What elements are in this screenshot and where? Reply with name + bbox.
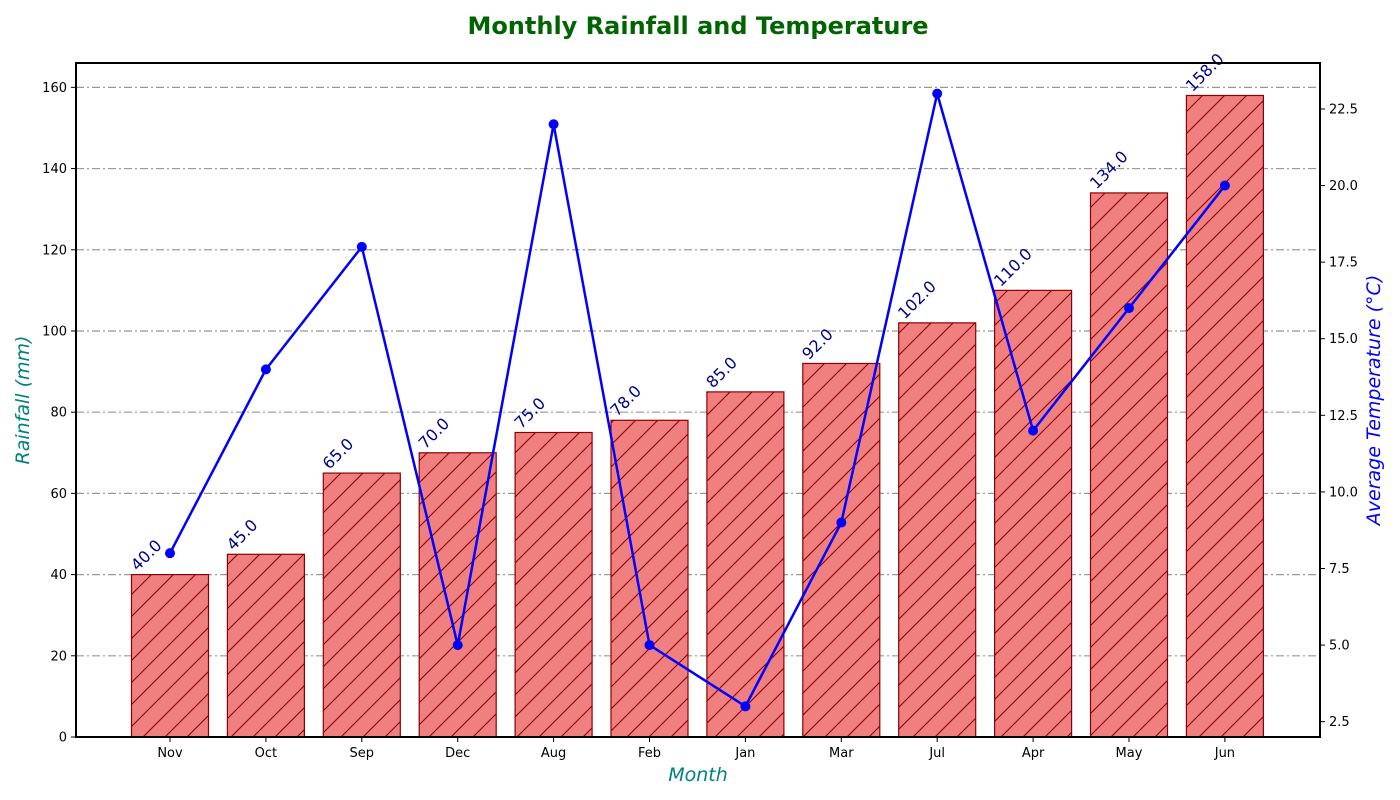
bar-data-label: 70.0: [415, 414, 454, 453]
bar-hatch-outline: [993, 289, 1073, 738]
temperature-point: [1124, 303, 1134, 314]
bar-data-label: 134.0: [1086, 147, 1132, 193]
bar-hatch-outline: [1185, 94, 1265, 738]
temperature-point: [740, 701, 751, 712]
x-tick-label: Mar: [829, 746, 854, 761]
bar-hatch-outline: [802, 362, 881, 738]
y2-tick-label: 15.0: [1329, 332, 1358, 347]
x-tick-label: Jul: [928, 746, 945, 761]
y-tick-label: 40: [50, 568, 67, 583]
y-axis-left-title: Rainfall (mm): [12, 336, 34, 465]
y-tick-label: 160: [42, 81, 67, 96]
y2-tick-label: 17.5: [1329, 256, 1358, 271]
bar-data-label: 45.0: [223, 515, 262, 554]
x-tick-label: Apr: [1022, 746, 1045, 761]
bar-data-label: 110.0: [990, 244, 1036, 290]
x-tick-label: May: [1116, 746, 1143, 761]
temperature-point: [548, 119, 559, 130]
bars: [130, 94, 1265, 738]
bar-hatch-outline: [898, 322, 977, 738]
bar-hatch-outline: [610, 419, 689, 738]
x-tick-label: Jun: [1214, 746, 1235, 761]
temperature-point: [836, 517, 847, 528]
chart-title: Monthly Rainfall and Temperature: [467, 12, 928, 40]
y-axis-right-title: Average Temperature (°C): [1363, 275, 1385, 527]
temperature-point: [1028, 425, 1039, 436]
x-tick-label: Feb: [638, 746, 661, 761]
temperature-point: [356, 241, 367, 252]
bar-hatch-outline: [226, 553, 305, 738]
y-tick-label: 0: [59, 731, 67, 746]
y2-tick-label: 7.5: [1329, 562, 1350, 577]
temperature-point: [452, 640, 463, 651]
y2-tick-label: 12.5: [1329, 409, 1358, 424]
y-tick-label: 120: [42, 243, 67, 258]
y2-tick-label: 22.5: [1329, 102, 1358, 117]
y2-tick-label: 10.0: [1329, 485, 1358, 500]
y-axis-left-ticks: 0 20 40 60 80 100 120 140 160: [42, 81, 76, 746]
y2-tick-label: 5.0: [1329, 639, 1350, 654]
y2-tick-label: 2.5: [1329, 715, 1350, 730]
temperature-line: [168, 92, 1226, 708]
y2-tick-label: 20.0: [1329, 179, 1358, 194]
x-tick-label: Nov: [157, 746, 183, 761]
x-tick-label: Aug: [541, 746, 566, 761]
temperature-point: [1219, 180, 1230, 191]
y-tick-label: 100: [42, 324, 67, 339]
x-tick-label: Jan: [734, 746, 755, 761]
bar-hatch-outline: [322, 472, 401, 738]
bar-data-label: 85.0: [702, 353, 741, 392]
x-tick-label: Oct: [255, 746, 277, 761]
bar-data-label: 78.0: [606, 382, 645, 421]
x-axis-title: Month: [668, 764, 728, 786]
bar-data-label: 102.0: [894, 277, 940, 323]
y-tick-label: 140: [42, 162, 67, 177]
temperature-point: [644, 640, 655, 651]
temperature-point: [165, 548, 175, 559]
temperature-point: [932, 88, 943, 99]
y-axis-right-ticks: 2.5 5.0 7.5 10.0 12.5 15.0 17.5 20.0 22.5: [1320, 102, 1358, 730]
x-tick-label: Sep: [350, 746, 375, 761]
bar-data-label: 158.0: [1182, 49, 1228, 95]
bar-data-label: 40.0: [127, 536, 166, 575]
temperature-line-series: [165, 88, 1230, 712]
x-axis-ticks: Nov Oct Sep Dec Aug Feb Jan Mar Jul Apr May Jun: [157, 737, 1235, 761]
bar-hatch-outline: [514, 431, 593, 738]
y-tick-label: 60: [50, 487, 67, 502]
bar-data-label: 65.0: [319, 434, 358, 473]
temperature-point: [260, 364, 271, 375]
bar-data-label: 75.0: [510, 394, 549, 433]
y-tick-label: 80: [50, 406, 67, 421]
plot-frame: [75, 62, 1321, 738]
bar-hatch-outline: [1089, 192, 1169, 738]
axes: [75, 62, 1321, 738]
y-tick-label: 20: [50, 649, 67, 664]
x-tick-label: Dec: [445, 746, 470, 761]
bar-hatch-outline: [706, 391, 785, 738]
bar-hatch-outline: [130, 573, 210, 738]
